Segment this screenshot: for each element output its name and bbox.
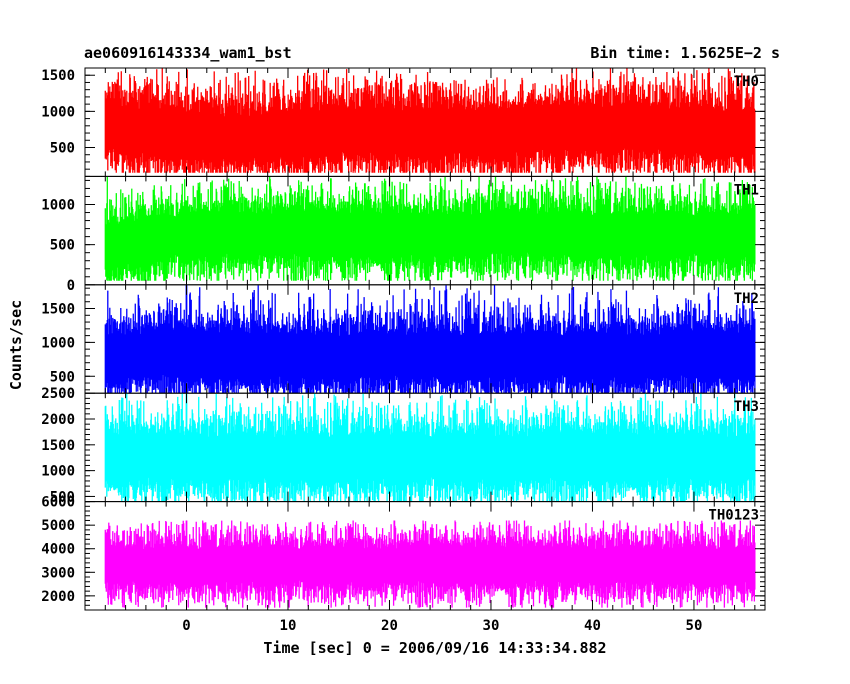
- y-tick-label: 5000: [41, 518, 75, 534]
- chart-title: ae060916143334_wam1_bst: [84, 44, 292, 62]
- y-tick-label: 2500: [41, 386, 75, 402]
- panel-th3-label: TH3: [734, 399, 759, 415]
- y-tick-label: 3000: [41, 565, 75, 581]
- y-tick-label: 1000: [41, 464, 75, 480]
- panel-th2-label: TH2: [734, 291, 759, 307]
- panel-th0-label: TH0: [734, 74, 759, 90]
- y-tick-label: 500: [50, 140, 75, 156]
- series-th1-line: [104, 176, 756, 281]
- y-tick-label: 4000: [41, 542, 75, 558]
- x-axis-label: Time [sec] 0 = 2006/09/16 14:33:34.882: [263, 639, 607, 657]
- y-tick-label: 0: [67, 278, 75, 294]
- x-tick-label: 10: [280, 618, 297, 634]
- y-axis-label: Counts/sec: [7, 299, 25, 391]
- y-tick-label: 1000: [41, 104, 75, 120]
- x-tick-label: 40: [584, 618, 601, 634]
- y-tick-label: 500: [50, 369, 75, 385]
- y-tick-label: 6000: [41, 495, 75, 511]
- y-tick-label: 500: [50, 238, 75, 254]
- x-tick-label: 50: [686, 618, 703, 634]
- series-th2-line: [104, 284, 756, 394]
- panel-th0123-label: TH0123: [708, 508, 759, 524]
- bin-time-label: Bin time: 1.5625E−2 s: [590, 44, 780, 62]
- y-tick-label: 2000: [41, 589, 75, 605]
- x-tick-label: 20: [381, 618, 398, 634]
- y-tick-label: 1500: [41, 302, 75, 318]
- y-tick-label: 1000: [41, 198, 75, 214]
- series-th0123-line: [104, 520, 756, 608]
- x-tick-label: 0: [182, 618, 190, 634]
- panel-th0123-frame: [84, 501, 766, 611]
- series-th3-line: [104, 393, 756, 502]
- y-tick-label: 1500: [41, 438, 75, 454]
- panel-th1-label: TH1: [734, 182, 759, 198]
- series-th0-line: [104, 68, 756, 173]
- y-tick-label: 2000: [41, 412, 75, 428]
- x-tick-label: 30: [483, 618, 500, 634]
- y-tick-label: 1000: [41, 335, 75, 351]
- y-tick-label: 1500: [41, 68, 75, 84]
- y-tick-label: 500: [50, 489, 75, 505]
